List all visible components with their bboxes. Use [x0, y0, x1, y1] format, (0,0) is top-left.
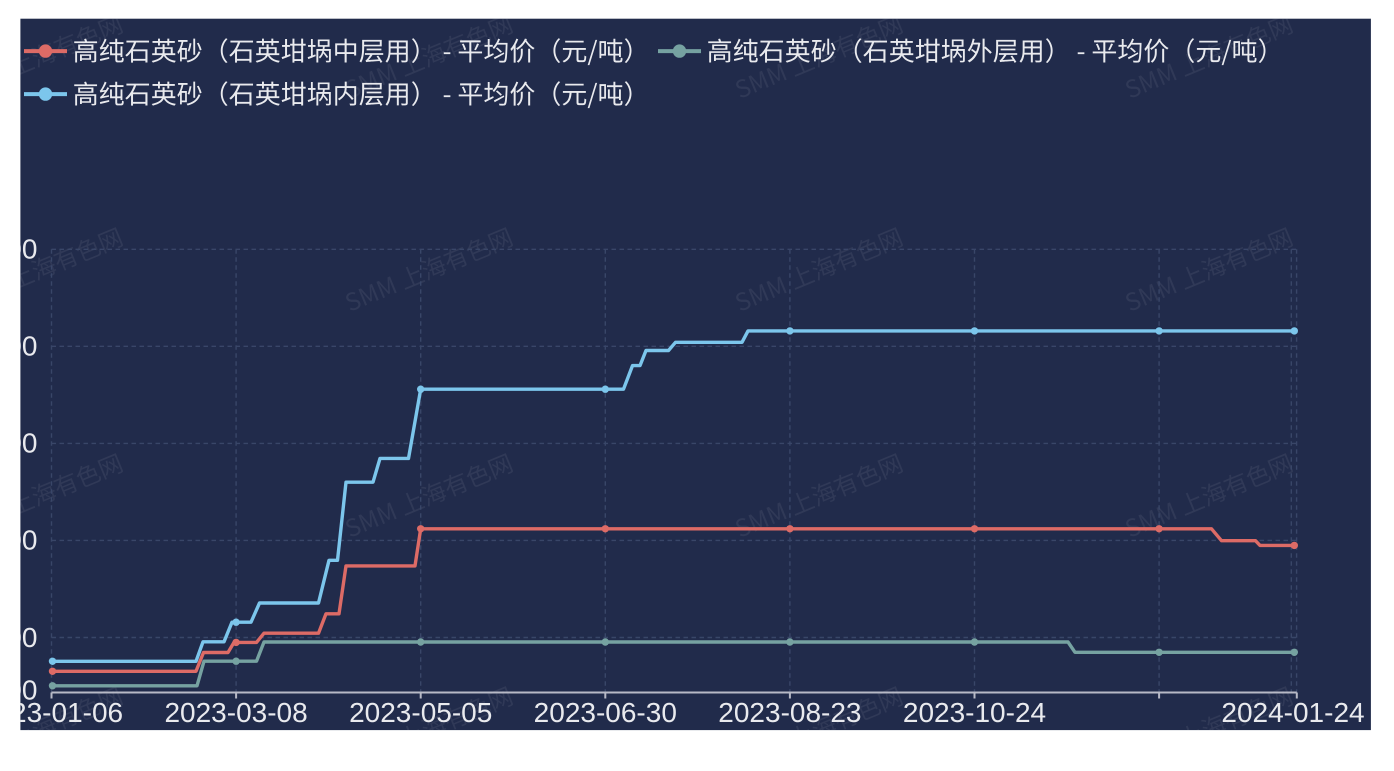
- svg-text:2024-01-24: 2024-01-24: [1221, 697, 1364, 728]
- svg-text:00: 00: [6, 234, 37, 265]
- svg-text:2023-06-30: 2023-06-30: [534, 697, 677, 728]
- svg-text:2023-08-23: 2023-08-23: [718, 697, 861, 728]
- svg-text:00: 00: [6, 622, 37, 653]
- svg-text:2023-01-06: 2023-01-06: [0, 697, 123, 728]
- svg-text:2023-05-05: 2023-05-05: [349, 697, 492, 728]
- svg-text:00: 00: [6, 428, 37, 459]
- svg-text:00: 00: [6, 674, 37, 705]
- svg-text:2023-10-24: 2023-10-24: [903, 697, 1046, 728]
- svg-text:2023-03-08: 2023-03-08: [164, 697, 307, 728]
- svg-text:00: 00: [6, 525, 37, 556]
- svg-text:00: 00: [6, 331, 37, 362]
